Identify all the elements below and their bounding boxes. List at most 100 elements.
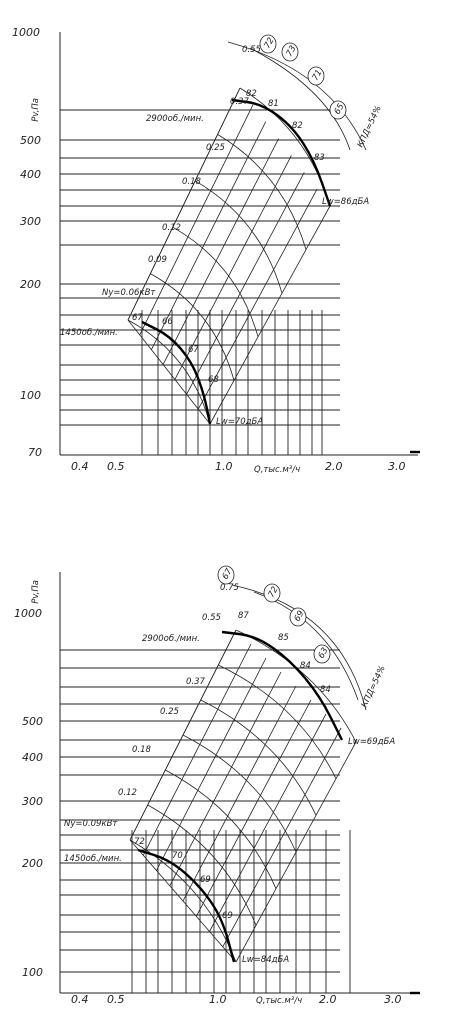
system-curve	[235, 629, 357, 743]
power-label: 0.37	[186, 677, 206, 687]
efficiency-circle	[289, 607, 307, 627]
noise-label: 72	[134, 837, 145, 847]
chart-2	[59, 565, 420, 995]
curve-2900	[221, 630, 344, 741]
efficiency-circle-label: 65	[333, 102, 347, 116]
noise-label: 68	[208, 375, 219, 385]
noise-label: 82	[292, 121, 303, 131]
lw-label: Lw=70дБА	[216, 417, 263, 427]
lw-label: Lw=84дБА	[242, 955, 289, 965]
y-tick-label: 70	[28, 446, 42, 459]
y-axis-label: Pv,Па	[31, 98, 41, 122]
y-tick-label: 200	[22, 857, 43, 870]
field-edge	[127, 319, 211, 425]
power-label: Ny=0.09кВт	[64, 819, 118, 829]
x-tick-label: 0.5	[107, 993, 125, 1006]
system-curve	[150, 273, 235, 381]
power-line	[162, 138, 279, 365]
noise-label: 69	[200, 875, 211, 885]
x-tick-label: 3.0	[388, 460, 406, 473]
efficiency-circle	[329, 100, 347, 120]
y-tick-label: 1000	[12, 26, 40, 39]
power-label: 0.18	[182, 177, 202, 187]
system-curve	[172, 226, 259, 337]
x-tick-label: 0.4	[71, 460, 89, 473]
x-tick-label: 3.0	[384, 993, 402, 1006]
power-label: 0.25	[206, 143, 225, 153]
power-line	[169, 671, 282, 886]
noise-label: 67	[188, 345, 199, 355]
efficiency-axis-label: КПД=54%	[356, 104, 384, 149]
power-line	[209, 713, 327, 932]
efficiency-circle-label: 63	[317, 646, 331, 660]
x-tick-label: 0.5	[107, 460, 125, 473]
system-curve	[147, 804, 257, 926]
y-tick-label: 400	[22, 751, 43, 764]
noise-label: 82	[246, 89, 257, 99]
power-label: 0.55	[242, 45, 261, 55]
power-line	[151, 121, 267, 350]
efficiency-circle-label: 69	[293, 609, 307, 623]
efficiency-axis-label: КПД=54%	[360, 664, 388, 709]
x-axis-label: Q,тыс.м³/ч	[256, 996, 302, 1006]
system-curve	[127, 319, 211, 425]
power-label: 0.25	[160, 707, 179, 717]
power-line	[142, 643, 252, 856]
power-label: 0.75	[220, 583, 239, 593]
power-line	[174, 155, 292, 380]
noise-label: 66	[162, 317, 173, 327]
power-label: 0.12	[162, 223, 181, 233]
speed-label: 2900об./мин.	[146, 114, 204, 124]
y-axis-label: Pv,Па	[31, 580, 41, 604]
efficiency-circle-label: 71	[311, 68, 325, 82]
power-line	[222, 727, 342, 947]
power-label: Ny=0.06кВт	[102, 288, 156, 298]
power-line	[139, 104, 254, 336]
y-tick-label: 1000	[14, 607, 42, 620]
system-curve	[200, 699, 317, 816]
noise-label: 67	[132, 313, 143, 323]
y-tick-label: 400	[20, 168, 41, 181]
speed-label: 1450об./мин.	[64, 854, 122, 864]
efficiency-circle-label: 72	[267, 585, 281, 599]
noise-label: 85	[278, 633, 289, 643]
curve-1450	[141, 320, 212, 425]
noise-label: 84	[320, 685, 331, 695]
efficiency-circle	[281, 42, 299, 62]
y-tick-label: 300	[20, 215, 41, 228]
noise-label: 83	[314, 153, 325, 163]
power-label: 0.55	[202, 613, 221, 623]
power-line	[186, 172, 305, 395]
curve-1450	[137, 848, 236, 963]
y-tick-label: 200	[20, 278, 41, 291]
system-curve	[165, 769, 277, 889]
lw-label: Lw=86дБА	[322, 197, 369, 207]
noise-label: 84	[300, 661, 311, 671]
lw-label: Lw=69дБА	[348, 737, 395, 747]
noise-label: 87	[238, 611, 249, 621]
chart-1	[59, 32, 420, 456]
efficiency-circle	[263, 583, 281, 603]
noise-label: 69	[222, 911, 233, 921]
y-tick-label: 100	[22, 966, 43, 979]
x-tick-label: 2.0	[319, 993, 337, 1006]
efficiency-arc	[231, 584, 367, 711]
system-curve	[217, 134, 307, 250]
x-tick-label: 1.0	[209, 993, 227, 1006]
efficiency-circle	[259, 34, 277, 54]
y-tick-label: 300	[22, 795, 43, 808]
speed-label: 2900об./мин.	[142, 634, 200, 644]
power-line	[195, 699, 312, 917]
y-tick-label: 500	[22, 715, 43, 728]
power-line	[209, 205, 331, 425]
system-curve	[182, 734, 297, 853]
y-tick-label: 100	[20, 389, 41, 402]
efficiency-circle-label: 72	[263, 36, 277, 50]
x-tick-label: 2.0	[325, 460, 343, 473]
power-line	[182, 685, 297, 902]
y-tick-label: 500	[20, 134, 41, 147]
efficiency-circle	[217, 565, 235, 585]
curve-2900	[231, 98, 332, 207]
power-label: 0.37	[230, 97, 250, 107]
